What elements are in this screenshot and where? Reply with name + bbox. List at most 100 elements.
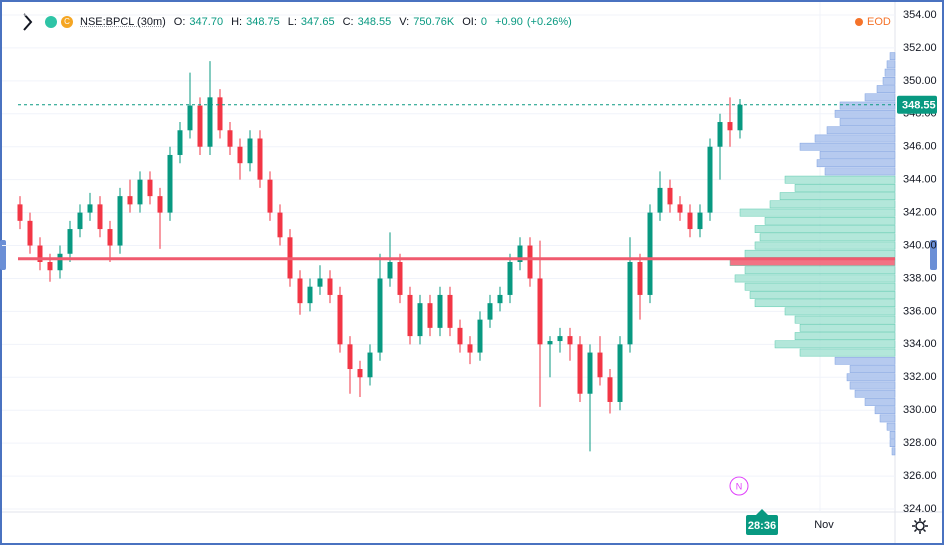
profile-bar <box>879 414 896 423</box>
y-tick-label: 336.00 <box>903 305 937 317</box>
candle-body <box>257 138 263 180</box>
legend-label: C: <box>342 16 354 28</box>
gear-teeth <box>912 518 928 534</box>
candle-body <box>197 105 203 147</box>
candle-body <box>527 245 533 279</box>
profile-bar <box>876 85 896 93</box>
profile-bar <box>846 373 896 382</box>
legend-label: H: <box>231 16 243 28</box>
candle-body <box>567 336 573 345</box>
candle-body <box>547 341 553 345</box>
profile-bar <box>839 118 896 126</box>
y-tick-label: 332.00 <box>903 371 937 383</box>
candle-body <box>107 229 113 246</box>
profile-bar <box>749 291 896 299</box>
candle-body <box>327 278 333 295</box>
candle-body <box>557 336 563 342</box>
profile-bar <box>816 159 896 168</box>
candle-body <box>397 262 403 295</box>
candle-body <box>87 204 93 213</box>
candle-body <box>467 344 473 353</box>
legend-label: L: <box>287 16 297 28</box>
eod-label: EOD <box>867 16 891 28</box>
profile-bar <box>884 68 896 77</box>
profile-bar <box>889 52 896 61</box>
candle-body <box>487 303 493 320</box>
profile-bar <box>734 274 896 283</box>
settings-gear[interactable] <box>912 518 928 534</box>
profile-bar <box>774 340 896 349</box>
change-pct: (+0.26%) <box>526 16 572 28</box>
candle-body <box>217 97 223 131</box>
y-tick-label: 328.00 <box>903 437 937 449</box>
legend-label: OI: <box>462 16 477 28</box>
last-price-badge <box>897 95 937 114</box>
y-tick-label: 330.00 <box>903 404 937 416</box>
profile-bar <box>834 109 896 118</box>
candle-body <box>727 122 733 131</box>
legend-value: 348.75 <box>246 16 280 28</box>
profile-bar <box>891 447 896 456</box>
candle-body <box>687 212 693 230</box>
currency-letter: C <box>64 17 70 26</box>
profile-bar <box>849 381 896 390</box>
y-tick-label: 324.00 <box>903 503 937 515</box>
y-tick-label: 340.00 <box>903 239 937 251</box>
news-marker[interactable] <box>729 476 749 496</box>
profile-bar <box>799 324 896 332</box>
candle-body <box>587 352 593 394</box>
profile-bar <box>739 208 896 217</box>
candle-body <box>297 278 303 304</box>
candle-body <box>427 303 433 328</box>
candle-body <box>147 179 153 197</box>
candle-body <box>37 245 43 262</box>
candle-body <box>57 253 63 271</box>
candle-body <box>357 369 363 378</box>
candle-body <box>437 294 443 328</box>
overlays: 348.55 28:36 <box>18 95 937 535</box>
candle-body <box>537 278 543 345</box>
profile-bar <box>794 315 896 324</box>
candle-body <box>167 154 173 213</box>
volume-profile <box>729 52 896 456</box>
profile-bar <box>744 266 896 275</box>
legend-value: 0 <box>480 16 488 28</box>
candle-body <box>267 179 273 213</box>
candle-body <box>637 262 643 295</box>
candle-body <box>737 104 743 131</box>
candle-body <box>447 294 453 328</box>
legend-label: O: <box>173 16 186 28</box>
profile-bar <box>874 406 896 415</box>
change: +0.90 <box>495 16 523 28</box>
collapse-chevron[interactable] <box>23 13 33 31</box>
candle-body <box>497 294 503 304</box>
legend-value: 348.55 <box>357 16 392 28</box>
right-tab[interactable] <box>930 240 937 270</box>
profile-bar <box>814 134 896 143</box>
candle-body <box>697 212 703 230</box>
candle-body <box>477 319 483 353</box>
candle-body <box>657 187 663 213</box>
candle-body <box>97 204 103 230</box>
candle-body <box>377 278 383 353</box>
candle-body <box>507 262 513 295</box>
profile-bar <box>779 192 896 200</box>
candle-body <box>27 220 33 246</box>
candle-body <box>667 187 673 205</box>
profile-bar <box>889 439 896 447</box>
candle-body <box>157 196 163 213</box>
candle-body <box>577 344 583 394</box>
profile-bar <box>889 431 896 439</box>
profile-bar <box>799 142 896 151</box>
profile-bar <box>799 348 896 357</box>
candle-body <box>47 262 53 271</box>
candle-body <box>407 294 413 337</box>
symbol[interactable]: NSE:BPCL (30m) <box>80 16 166 28</box>
left-tab[interactable] <box>0 240 6 270</box>
candle-body <box>307 286 313 304</box>
profile-bar <box>769 200 896 209</box>
candle-body <box>707 146 713 213</box>
profile-bar <box>754 241 896 250</box>
candles <box>17 61 743 452</box>
